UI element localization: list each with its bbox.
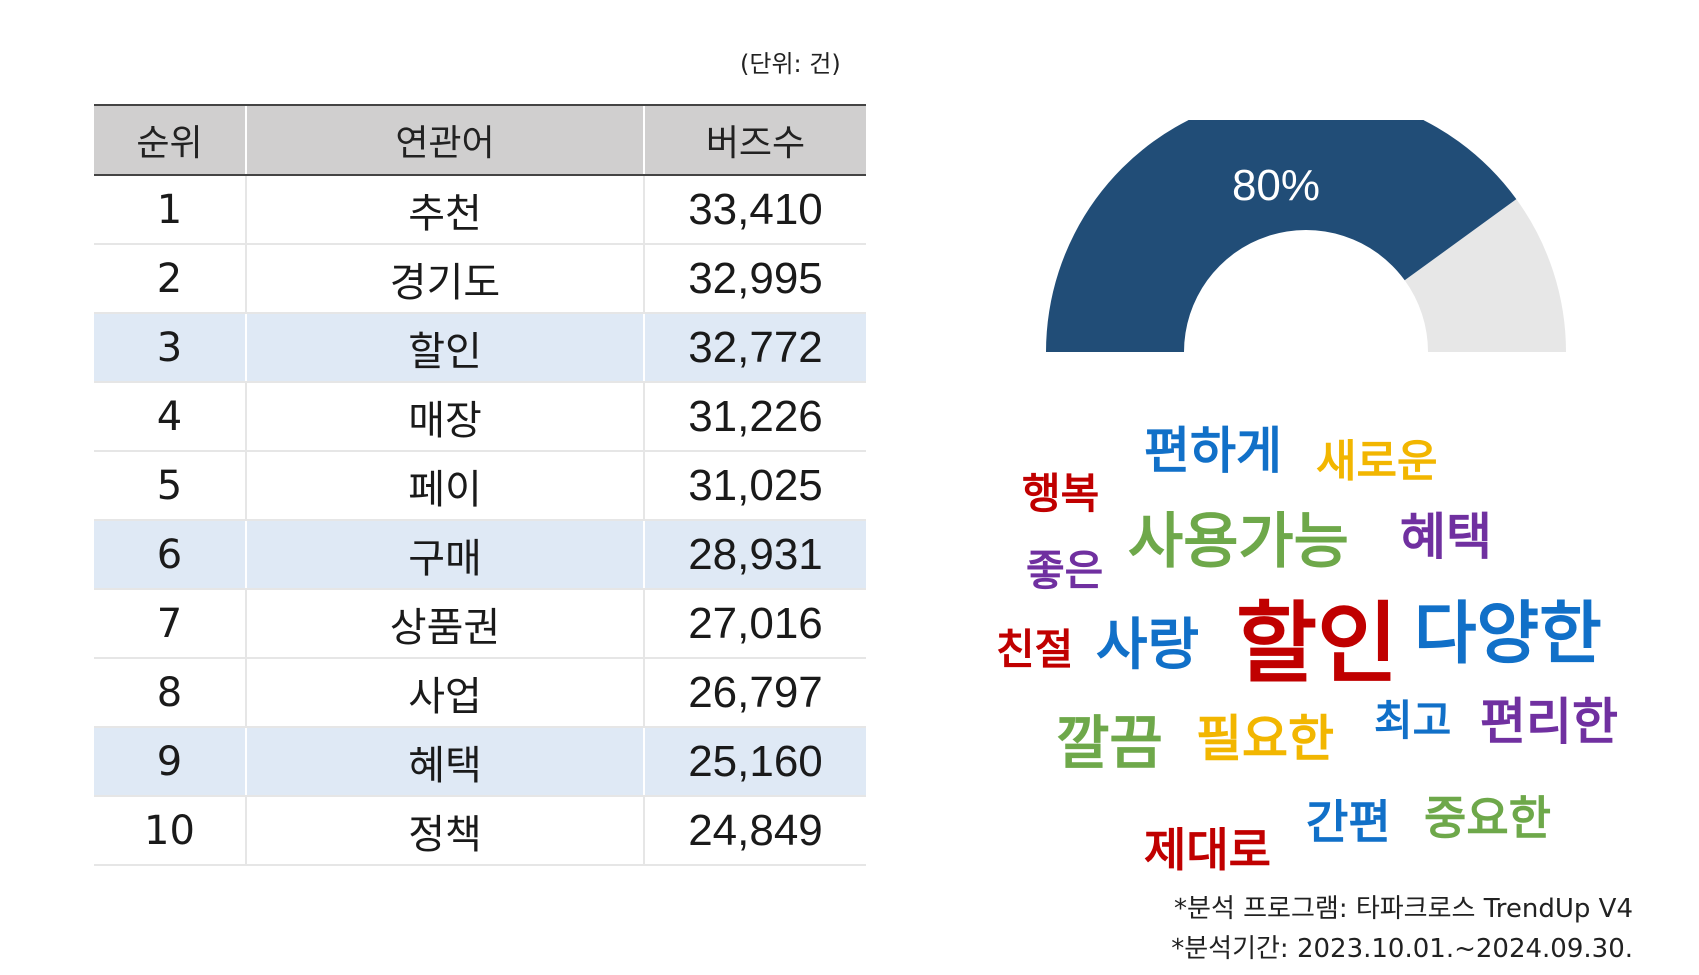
rank-cell: 7 bbox=[94, 589, 246, 659]
buzz-cell: 33,410 bbox=[643, 175, 866, 245]
buzz-cell: 31,226 bbox=[643, 382, 866, 452]
gauge-value-arc bbox=[1046, 120, 1517, 352]
header-term: 연관어 bbox=[245, 104, 644, 176]
buzz-cell: 28,931 bbox=[643, 520, 866, 590]
footnote-period: *분석기간: 2023.10.01.~2024.09.30. bbox=[1171, 934, 1633, 964]
gauge-chart: 80% bbox=[1046, 120, 1566, 352]
table-row: 4 매장 31,226 bbox=[94, 382, 866, 452]
table-header-row: 순위 연관어 버즈수 bbox=[94, 104, 866, 176]
buzz-cell: 27,016 bbox=[643, 589, 866, 659]
related-terms-table: 순위 연관어 버즈수 1 추천 33,410 2 경기도 32,995 3 할인 32,77… bbox=[94, 104, 866, 866]
term-cell: 정책 bbox=[245, 796, 644, 866]
table-row: 9 혜택 25,160 bbox=[94, 727, 866, 797]
cloud-word: 최고 bbox=[1374, 696, 1452, 745]
cloud-word: 혜택 bbox=[1400, 508, 1492, 566]
table-row: 10 정책 24,849 bbox=[94, 796, 866, 866]
buzz-cell: 32,995 bbox=[643, 244, 866, 314]
table-row: 1 추천 33,410 bbox=[94, 175, 866, 245]
cloud-word: 좋은 bbox=[1026, 546, 1104, 595]
unit-note: (단위: 건) bbox=[740, 50, 841, 78]
gauge-track bbox=[1404, 199, 1566, 352]
rank-cell: 9 bbox=[94, 727, 246, 797]
table-row: 8 사업 26,797 bbox=[94, 658, 866, 728]
rank-cell: 6 bbox=[94, 520, 246, 590]
rank-cell: 3 bbox=[94, 313, 246, 383]
cloud-word: 다양한 bbox=[1414, 595, 1602, 674]
term-cell: 할인 bbox=[245, 313, 644, 383]
cloud-word: 행복 bbox=[1022, 469, 1100, 518]
cloud-word: 사용가능 bbox=[1128, 507, 1349, 577]
buzz-cell: 32,772 bbox=[643, 313, 866, 383]
term-cell: 상품권 bbox=[245, 589, 644, 659]
rank-cell: 10 bbox=[94, 796, 246, 866]
term-cell: 경기도 bbox=[245, 244, 644, 314]
term-cell: 구매 bbox=[245, 520, 644, 590]
rank-cell: 4 bbox=[94, 382, 246, 452]
term-cell: 사업 bbox=[245, 658, 644, 728]
rank-cell: 8 bbox=[94, 658, 246, 728]
cloud-word: 편리한 bbox=[1480, 693, 1618, 751]
footnote-program: *분석 프로그램: 타파크로스 TrendUp V4 bbox=[1174, 894, 1633, 924]
buzz-cell: 26,797 bbox=[643, 658, 866, 728]
cloud-word: 제대로 bbox=[1144, 823, 1271, 877]
buzz-cell: 25,160 bbox=[643, 727, 866, 797]
header-rank: 순위 bbox=[94, 104, 246, 176]
term-cell: 매장 bbox=[245, 382, 644, 452]
buzz-cell: 24,849 bbox=[643, 796, 866, 866]
table-row: 5 페이 31,025 bbox=[94, 451, 866, 521]
table-row: 2 경기도 32,995 bbox=[94, 244, 866, 314]
cloud-word: 간편 bbox=[1306, 795, 1391, 849]
rank-cell: 1 bbox=[94, 175, 246, 245]
term-cell: 혜택 bbox=[245, 727, 644, 797]
cloud-word: 편하게 bbox=[1144, 422, 1282, 480]
gauge-percent-label: 80% bbox=[1232, 161, 1320, 210]
term-cell: 페이 bbox=[245, 451, 644, 521]
cloud-word: 친절 bbox=[996, 625, 1074, 674]
buzz-cell: 31,025 bbox=[643, 451, 866, 521]
cloud-word: 필요한 bbox=[1196, 710, 1334, 768]
rank-cell: 2 bbox=[94, 244, 246, 314]
cloud-word: 사랑 bbox=[1096, 613, 1200, 678]
cloud-word: 깔끔 bbox=[1056, 709, 1163, 777]
cloud-word: 할인 bbox=[1236, 592, 1398, 695]
rank-cell: 5 bbox=[94, 451, 246, 521]
table-row: 6 구매 28,931 bbox=[94, 520, 866, 590]
table-row: 7 상품권 27,016 bbox=[94, 589, 866, 659]
term-cell: 추천 bbox=[245, 175, 644, 245]
cloud-word: 새로운 bbox=[1316, 436, 1438, 487]
header-buzz: 버즈수 bbox=[643, 104, 866, 176]
cloud-word: 중요한 bbox=[1424, 791, 1551, 845]
table-row: 3 할인 32,772 bbox=[94, 313, 866, 383]
